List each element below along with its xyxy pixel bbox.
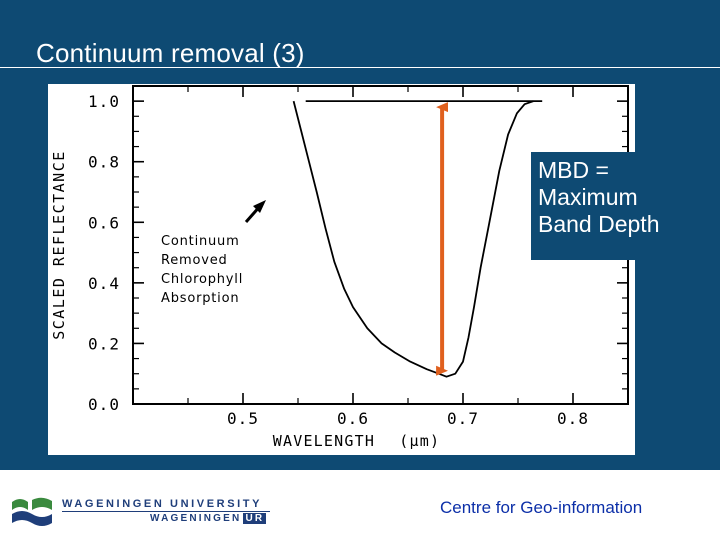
y-axis-label: SCALED REFLECTANCE — [50, 150, 68, 340]
x-axis-label-unit: (μm) — [399, 432, 440, 450]
centre-name: Centre for Geo-information — [440, 498, 643, 517]
x-axis-label-text: WAVELENGTH — [273, 432, 375, 450]
wageningen-logo-icon — [12, 497, 52, 526]
y-tick-label: 0.2 — [88, 334, 120, 353]
y-tick-label: 0.8 — [88, 153, 120, 172]
plot-panel: 0.0 0.2 0.4 0.6 0.8 1.0 0.5 0.6 0.7 0.8 SCALED R… — [48, 84, 635, 455]
series-group — [292, 100, 543, 378]
x-tick-label: 0.7 — [447, 409, 479, 428]
chart-svg: 0.0 0.2 0.4 0.6 0.8 1.0 0.5 0.6 0.7 0.8 SCALED R… — [50, 85, 629, 450]
mbd-callout-line: Band Depth — [538, 211, 660, 237]
annotation-pointer-arrowhead — [253, 200, 266, 213]
university-subline-text: WAGENINGEN — [150, 513, 242, 524]
x-axis-ticks: 0.5 0.6 0.7 0.8 — [132, 86, 629, 428]
x-axis-label: WAVELENGTH (μm) — [273, 432, 440, 450]
university-name: WAGENINGEN UNIVERSITY — [62, 498, 263, 510]
university-rule — [62, 511, 270, 512]
mbd-callout-line: Maximum — [538, 184, 638, 210]
series-line — [292, 100, 534, 378]
mbd-callout: MBD = Maximum Band Depth — [531, 152, 671, 260]
x-tick-label: 0.5 — [227, 409, 259, 428]
y-tick-label: 0.4 — [88, 274, 120, 293]
mbd-callout-line: MBD = — [538, 157, 609, 183]
x-tick-label: 0.8 — [557, 409, 589, 428]
x-tick-label: 0.6 — [337, 409, 369, 428]
annotation-line: Chlorophyll — [161, 272, 243, 287]
annotation-continuum-removed: Continuum Removed Chlorophyll Absorption — [161, 234, 248, 306]
y-tick-label: 0.6 — [88, 213, 120, 232]
annotation-line: Absorption — [161, 291, 239, 306]
y-tick-label: 0.0 — [88, 395, 120, 414]
annotation-line: Continuum — [161, 234, 240, 249]
y-tick-label: 1.0 — [88, 92, 120, 111]
slide-title: Continuum removal (3) — [36, 38, 305, 68]
y-axis-ticks: 0.0 0.2 0.4 0.6 0.8 1.0 — [88, 85, 628, 414]
title-rule — [0, 67, 720, 68]
university-subline: WAGENINGEN UR — [150, 513, 267, 524]
footer — [0, 470, 720, 540]
ur-badge: UR — [243, 513, 267, 524]
annotation-line: Removed — [161, 253, 228, 268]
